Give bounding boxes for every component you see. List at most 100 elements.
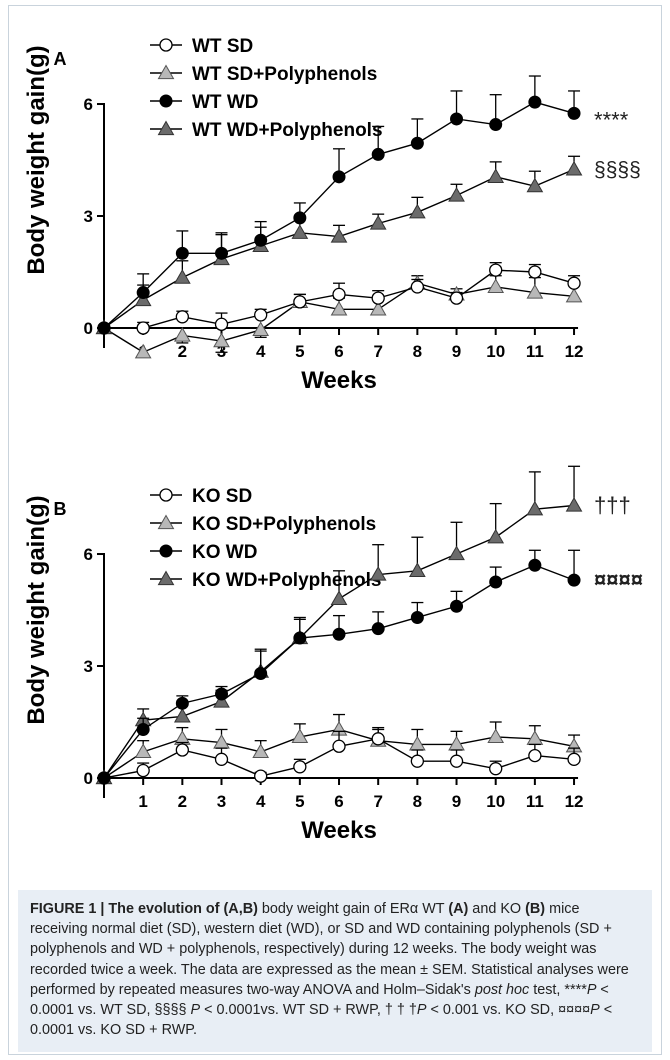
data-point-filled-triangle — [487, 168, 505, 183]
legend-marker-filled-circle — [159, 544, 173, 558]
data-point-filled-triangle — [173, 707, 191, 723]
data-point-filled-circle — [528, 558, 542, 572]
caption-a-ref: (A) — [448, 901, 469, 917]
data-point-open-triangle — [565, 287, 583, 303]
data-point-open-circle — [489, 263, 503, 277]
legend-marker-filled-circle — [159, 94, 173, 108]
data-point-filled-triangle — [565, 160, 583, 176]
series-3 — [97, 75, 581, 335]
legend-marker-open-triangle — [157, 514, 175, 530]
caption-text-5: < 0.0001 vs. WT SD, §§§§ — [30, 981, 609, 1019]
data-point-open-circle — [136, 321, 150, 335]
y-tick-label: 3 — [84, 207, 93, 226]
data-point-filled-triangle — [369, 566, 387, 581]
data-point-filled-triangle — [330, 228, 348, 243]
x-tick-label: 4 — [256, 342, 266, 361]
x-tick-label: 6 — [334, 792, 343, 811]
y-tick-label: 0 — [84, 319, 93, 338]
data-point-open-circle — [410, 280, 425, 294]
data-point-filled-circle — [489, 118, 503, 132]
data-point-filled-circle — [528, 95, 542, 109]
data-point-filled-circle — [175, 246, 189, 260]
y-tick-label: 3 — [84, 657, 93, 676]
x-tick-label: 3 — [217, 792, 226, 811]
data-point-filled-triangle — [291, 224, 309, 239]
legend-label: KO WD+Polyphenols — [192, 570, 382, 591]
chart-panel-a: A WT SD WT SD+Polyphenols WT WD WT WD+Polyph… — [23, 36, 641, 394]
legend-label: WT WD — [192, 92, 258, 113]
x-tick-label: 7 — [373, 342, 382, 361]
legend-label: WT SD — [192, 36, 253, 57]
data-point-filled-triangle — [408, 203, 426, 219]
data-point-filled-triangle — [213, 692, 230, 708]
figure-caption: FIGURE 1 | The evolution of (A,B) body w… — [18, 890, 652, 1052]
data-point-filled-circle — [215, 246, 229, 260]
caption-text-6: < 0.0001vs. WT SD + RWP, † † † — [200, 1002, 417, 1019]
data-point-open-triangle — [526, 284, 544, 299]
caption-text-2: and KO — [468, 901, 526, 917]
significance-label: **** — [594, 107, 629, 132]
data-point-filled-circle — [254, 233, 268, 247]
data-point-open-triangle — [134, 343, 152, 359]
x-tick-label: 8 — [413, 342, 422, 361]
data-point-filled-circle — [136, 722, 150, 736]
series-1 — [97, 262, 581, 335]
data-point-filled-circle — [175, 696, 189, 710]
data-point-open-circle — [214, 317, 229, 331]
legend-marker-open-circle — [159, 488, 173, 502]
data-point-open-triangle — [173, 326, 191, 342]
x-tick-label: 12 — [565, 792, 584, 811]
data-point-filled-circle — [450, 599, 464, 613]
data-point-open-circle — [136, 763, 150, 778]
caption-p-3: P — [416, 1002, 427, 1019]
data-point-open-circle — [293, 760, 307, 774]
data-point-filled-circle — [215, 687, 229, 701]
x-tick-label: 10 — [486, 792, 505, 811]
data-point-filled-triangle — [487, 528, 505, 544]
y-tick-label: 6 — [84, 545, 93, 564]
data-point-filled-triangle — [134, 291, 152, 307]
caption-text-4: test, **** — [529, 981, 587, 998]
caption-posthoc: post hoc — [474, 981, 530, 998]
legend-label: KO SD — [192, 486, 252, 507]
legend-label: WT WD+Polyphenols — [192, 120, 383, 141]
significance-label: ††† — [594, 492, 631, 517]
caption-text-1: body weight gain of ERα WT — [257, 901, 449, 917]
data-point-filled-triangle — [173, 269, 191, 284]
data-point-open-circle — [332, 739, 346, 753]
legend-marker-open-triangle — [157, 64, 175, 80]
x-tick-label: 9 — [452, 342, 461, 361]
data-point-filled-circle — [293, 211, 307, 225]
data-point-open-circle — [175, 743, 189, 757]
data-point-filled-triangle — [330, 590, 348, 605]
x-tick-label: 10 — [486, 342, 505, 361]
significance-label: §§§§ — [594, 158, 641, 181]
data-point-open-circle — [410, 754, 425, 768]
data-point-filled-circle — [410, 136, 424, 150]
data-point-open-circle — [254, 308, 268, 322]
x-tick-label: 12 — [565, 342, 584, 361]
caption-p-1: P — [586, 981, 597, 998]
caption-p-4: P — [590, 1002, 600, 1019]
panel-label: B — [54, 499, 67, 519]
data-point-open-triangle — [134, 743, 152, 758]
x-tick-label: 4 — [256, 792, 266, 811]
data-point-filled-circle — [371, 147, 385, 161]
data-point-open-circle — [489, 762, 503, 776]
legend-marker-open-circle — [159, 38, 173, 52]
chart-panel-b: B KO SD KO SD+Polyphenols KO WD KO WD+Polyph… — [23, 465, 643, 844]
data-point-open-circle — [528, 265, 542, 279]
data-point-open-triangle — [487, 728, 505, 744]
caption-text-8: < 0.0001 vs. KO SD + RWP. — [30, 1002, 613, 1039]
data-point-filled-circle — [332, 170, 346, 184]
legend-marker-filled-triangle — [157, 120, 175, 136]
data-point-filled-circle — [254, 666, 268, 680]
x-tick-label: 8 — [413, 792, 422, 811]
data-point-open-circle — [528, 748, 542, 763]
x-tick-label: 2 — [178, 792, 187, 811]
data-point-open-circle — [293, 295, 307, 309]
legend-label: WT SD+Polyphenols — [192, 64, 377, 85]
data-point-filled-circle — [450, 112, 464, 126]
caption-text-7: < 0.001 vs. KO SD, ¤¤¤¤ — [426, 1002, 591, 1019]
data-point-filled-circle — [489, 575, 503, 589]
